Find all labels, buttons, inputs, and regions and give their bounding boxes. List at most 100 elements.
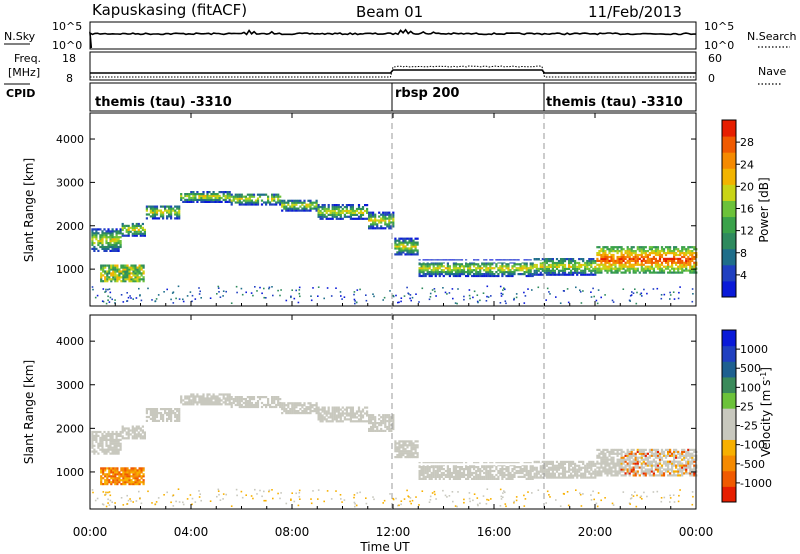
velocity-cell <box>351 408 354 411</box>
velocity-cell <box>642 472 645 475</box>
velocity-cell <box>679 462 682 465</box>
power-cell <box>177 285 180 288</box>
power-cell <box>151 209 155 212</box>
power-cell <box>145 205 148 208</box>
velocity-cell <box>126 503 129 505</box>
velocity-cell <box>382 418 385 421</box>
power-cell <box>92 288 94 291</box>
power-cell <box>343 209 346 213</box>
velocity-cell <box>136 475 139 478</box>
velocity-cell <box>301 404 304 407</box>
velocity-cell <box>349 416 352 419</box>
power-cell <box>341 207 344 211</box>
velocity-cell <box>568 460 571 463</box>
power-cell <box>97 232 100 235</box>
power-cell <box>669 265 672 268</box>
velocity-cell <box>513 466 516 469</box>
power-cell <box>214 196 217 200</box>
power-cell <box>283 207 286 210</box>
power-cell <box>626 269 629 272</box>
power-cell <box>685 248 688 251</box>
power-cell <box>356 289 359 291</box>
power-cell <box>499 265 502 268</box>
power-cell <box>268 286 271 289</box>
velocity-cell <box>681 458 684 461</box>
velocity-cell <box>176 408 179 411</box>
velocity-cell <box>691 474 694 477</box>
velocity-cell <box>361 410 365 413</box>
power-cell <box>398 237 401 240</box>
velocity-cell <box>91 442 94 445</box>
power-cell <box>574 267 577 270</box>
power-cell <box>420 265 423 268</box>
power-cell <box>287 207 290 210</box>
power-cell <box>689 261 692 264</box>
power-cell <box>685 265 688 268</box>
power-cell <box>188 193 191 196</box>
power-cell <box>212 200 215 203</box>
velocity-cell <box>366 406 369 409</box>
power-cell <box>140 264 143 267</box>
power-cell <box>608 250 611 253</box>
power-cell <box>576 273 579 276</box>
power-cell <box>509 273 512 276</box>
velocity-cell <box>359 418 363 421</box>
power-cell <box>636 248 639 251</box>
velocity-cell <box>543 460 546 463</box>
velocity-cell <box>110 481 113 484</box>
velocity-cell <box>669 448 672 451</box>
power-cell <box>487 263 490 266</box>
power-cell <box>586 265 589 268</box>
power-cell <box>442 271 445 274</box>
power-cell <box>683 265 686 268</box>
velocity-cell <box>269 405 272 409</box>
power-cell <box>664 265 668 268</box>
velocity-cell <box>216 401 219 404</box>
power-cell <box>515 263 518 266</box>
velocity-cell <box>386 420 389 423</box>
power-cell <box>155 213 159 216</box>
power-cell <box>632 263 635 266</box>
velocity-cell <box>602 458 605 461</box>
velocity-cell <box>463 501 465 504</box>
velocity-cell <box>134 471 137 474</box>
power-cell <box>545 261 548 265</box>
velocity-cell <box>119 434 122 437</box>
velocity-cell <box>130 471 133 474</box>
velocity-cell <box>576 476 579 479</box>
power-cell <box>456 273 460 276</box>
velocity-cell <box>685 450 688 453</box>
power-cell <box>529 263 532 266</box>
velocity-cell <box>396 456 399 459</box>
power-cell <box>479 271 482 274</box>
velocity-cell <box>683 450 686 453</box>
power-cell <box>654 263 657 266</box>
velocity-cell <box>122 481 125 484</box>
velocity-cell <box>228 399 231 402</box>
power-cell <box>400 243 403 246</box>
power-cell <box>410 245 413 248</box>
velocity-cell <box>110 475 113 478</box>
velocity-cell <box>594 464 597 467</box>
power-cell <box>479 269 482 272</box>
power-cell <box>114 266 117 269</box>
velocity-cell <box>222 397 225 400</box>
power-cell <box>452 273 455 276</box>
power-cell <box>402 245 405 248</box>
velocity-cell <box>673 456 676 459</box>
power-cell <box>517 273 520 276</box>
velocity-cell <box>120 475 123 478</box>
power-cell <box>490 295 492 297</box>
power-cell <box>388 227 391 230</box>
velocity-cell <box>561 474 565 477</box>
power-cell <box>641 295 643 297</box>
power-cell <box>206 200 209 203</box>
power-cell <box>117 245 120 249</box>
power-cell <box>539 273 542 276</box>
velocity-cell <box>376 422 379 425</box>
colorbar-swatch <box>722 439 736 456</box>
velocity-cell <box>309 408 312 411</box>
velocity-cell <box>347 406 350 409</box>
velocity-cell <box>112 479 115 482</box>
velocity-cell <box>408 442 411 445</box>
